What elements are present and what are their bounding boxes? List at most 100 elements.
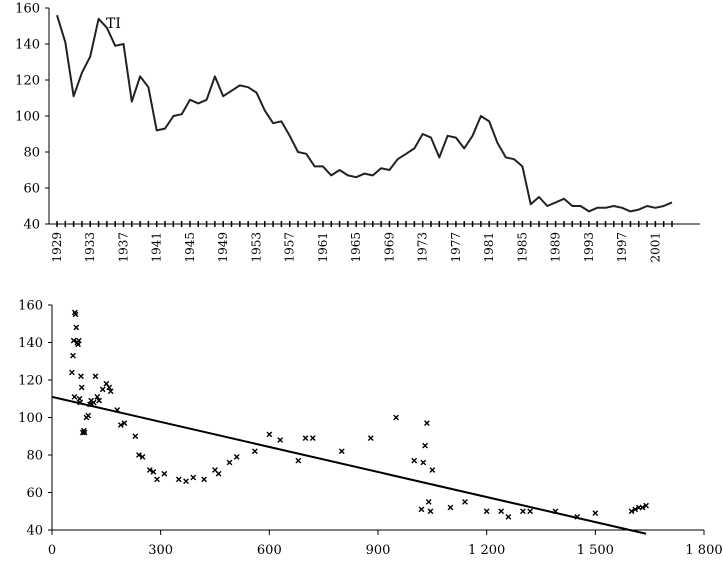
x-tick-label: 1953 bbox=[249, 232, 263, 263]
data-point bbox=[69, 369, 75, 376]
x-tick-label: 1993 bbox=[582, 232, 596, 263]
x-tick-label: 1945 bbox=[183, 232, 197, 263]
x-tick-label: 300 bbox=[148, 543, 173, 558]
y-tick-label: 80 bbox=[23, 146, 40, 161]
x-tick-label: 1961 bbox=[316, 232, 330, 263]
y-tick-label: 160 bbox=[15, 2, 40, 17]
data-point bbox=[552, 508, 559, 515]
x-tick-label: 1985 bbox=[515, 232, 529, 263]
data-point bbox=[136, 452, 142, 458]
y-tick-label: 40 bbox=[26, 524, 43, 539]
data-point bbox=[71, 393, 78, 400]
data-point bbox=[92, 373, 99, 380]
y-tick-label: 60 bbox=[26, 486, 43, 501]
x-tick-label: 1969 bbox=[382, 232, 396, 263]
y-tick-label: 100 bbox=[18, 411, 43, 426]
data-point bbox=[114, 407, 121, 413]
data-point bbox=[628, 508, 635, 515]
data-point bbox=[422, 442, 428, 449]
data-point bbox=[99, 386, 106, 393]
x-tick-label: 0 bbox=[48, 543, 56, 558]
data-point bbox=[424, 420, 430, 427]
x-tick-label: 1981 bbox=[482, 232, 496, 263]
data-point bbox=[139, 453, 146, 460]
data-point bbox=[201, 476, 208, 483]
data-point bbox=[643, 502, 649, 509]
data-point bbox=[183, 478, 189, 485]
data-point bbox=[519, 508, 526, 515]
x-tick-label: 900 bbox=[366, 543, 391, 558]
x-tick-label: 1989 bbox=[549, 232, 563, 263]
y-tick-label: 100 bbox=[15, 110, 40, 125]
trend-line bbox=[51, 395, 647, 535]
data-point bbox=[75, 337, 82, 344]
x-tick-label: 600 bbox=[257, 543, 282, 558]
data-point bbox=[338, 448, 345, 455]
x-tick-label: 1 500 bbox=[577, 543, 614, 558]
series-annotation: TI bbox=[106, 16, 121, 32]
data-point bbox=[96, 397, 102, 404]
data-point bbox=[447, 504, 454, 511]
y-tick-label: 120 bbox=[18, 374, 43, 389]
y-tick-label: 140 bbox=[15, 38, 40, 53]
data-point bbox=[505, 513, 512, 520]
data-point bbox=[574, 513, 581, 520]
data-point bbox=[420, 459, 427, 466]
data-point bbox=[121, 420, 128, 427]
data-point bbox=[70, 337, 77, 344]
data-point bbox=[106, 384, 113, 391]
x-tick-label: 1957 bbox=[283, 232, 297, 263]
data-point bbox=[72, 311, 79, 318]
data-point bbox=[367, 435, 374, 442]
data-point bbox=[483, 508, 490, 515]
data-point bbox=[418, 506, 425, 513]
data-point bbox=[94, 393, 101, 400]
data-point bbox=[226, 459, 233, 466]
data-point bbox=[73, 324, 80, 331]
x-tick-label: 1929 bbox=[50, 232, 64, 263]
y-tick-label: 160 bbox=[18, 299, 43, 314]
data-point bbox=[251, 448, 258, 455]
data-point bbox=[78, 384, 85, 391]
data-point bbox=[175, 476, 182, 483]
data-point bbox=[277, 437, 284, 443]
y-tick-label: 60 bbox=[23, 182, 40, 197]
data-point bbox=[150, 468, 157, 475]
x-tick-label: 2001 bbox=[648, 232, 662, 263]
data-point bbox=[87, 401, 93, 408]
data-point bbox=[632, 506, 639, 513]
x-tick-label: 1997 bbox=[615, 232, 629, 263]
data-point bbox=[70, 352, 76, 359]
data-point bbox=[233, 453, 240, 460]
data-point bbox=[498, 508, 505, 515]
data-point bbox=[302, 435, 309, 442]
x-tick-label: 1965 bbox=[349, 232, 363, 263]
data-point bbox=[639, 504, 646, 511]
x-tick-label: 1949 bbox=[216, 232, 230, 263]
data-point bbox=[107, 388, 114, 395]
data-point bbox=[266, 431, 273, 438]
data-point bbox=[154, 476, 160, 483]
data-point bbox=[146, 467, 153, 473]
data-point bbox=[393, 414, 400, 421]
data-point bbox=[295, 457, 302, 464]
x-tick-label: 1941 bbox=[150, 232, 164, 263]
data-point bbox=[527, 508, 534, 515]
x-tick-label: 1933 bbox=[83, 232, 97, 263]
y-tick-label: 80 bbox=[26, 449, 43, 464]
data-point bbox=[81, 429, 88, 436]
data-point bbox=[161, 470, 168, 477]
data-point bbox=[117, 422, 124, 428]
data-point bbox=[309, 435, 316, 442]
y-tick-label: 120 bbox=[15, 74, 40, 89]
data-point bbox=[190, 474, 197, 481]
data-point bbox=[429, 467, 436, 473]
data-point bbox=[427, 508, 434, 515]
series-line bbox=[56, 14, 673, 213]
data-point bbox=[592, 510, 599, 517]
x-tick-label: 1937 bbox=[116, 232, 130, 263]
x-tick-label: 1973 bbox=[416, 232, 430, 263]
x-tick-label: 1 200 bbox=[468, 543, 505, 558]
y-tick-label: 140 bbox=[18, 336, 43, 351]
